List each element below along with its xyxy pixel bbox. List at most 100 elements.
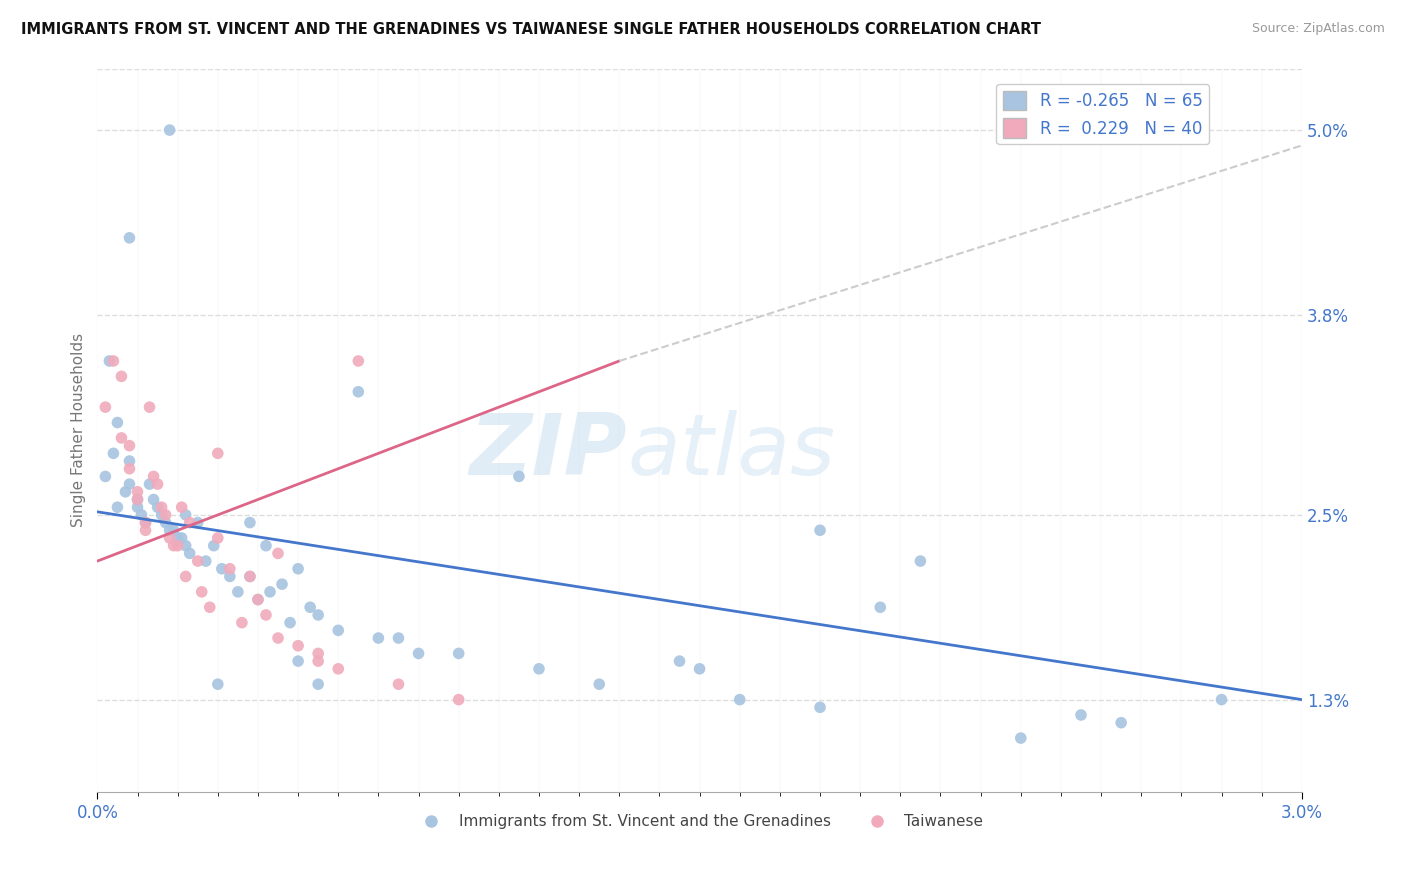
Point [239, 569, 262, 583]
Point [299, 600, 322, 615]
Point [239, 516, 262, 530]
Point [287, 654, 309, 668]
Point [138, 477, 160, 491]
Point [174, 539, 197, 553]
Point [127, 484, 149, 499]
Point [150, 500, 173, 515]
Point [135, 516, 157, 530]
Point [259, 585, 281, 599]
Point [114, 484, 136, 499]
Point [170, 531, 193, 545]
Point [689, 662, 711, 676]
Point [138, 400, 160, 414]
Point [869, 600, 891, 615]
Point [187, 554, 209, 568]
Point [447, 647, 470, 661]
Point [218, 569, 240, 583]
Point [94, 400, 117, 414]
Point [179, 546, 201, 560]
Point [118, 477, 141, 491]
Text: IMMIGRANTS FROM ST. VINCENT AND THE GRENADINES VS TAIWANESE SINGLE FATHER HOUSEH: IMMIGRANTS FROM ST. VINCENT AND THE GREN… [21, 22, 1040, 37]
Point [150, 508, 173, 522]
Point [110, 431, 132, 445]
Point [347, 354, 370, 368]
Point [159, 123, 181, 137]
Point [1070, 708, 1092, 723]
Point [367, 631, 389, 645]
Point [202, 539, 225, 553]
Point [135, 523, 157, 537]
Point [127, 500, 149, 515]
Point [246, 592, 269, 607]
Point [187, 516, 209, 530]
Point [328, 662, 350, 676]
Point [287, 639, 309, 653]
Point [190, 585, 212, 599]
Point [131, 508, 153, 522]
Point [1109, 715, 1132, 730]
Point [254, 607, 277, 622]
Point [267, 546, 290, 560]
Point [103, 446, 125, 460]
Point [174, 508, 197, 522]
Point [254, 539, 277, 553]
Point [118, 461, 141, 475]
Point [1211, 692, 1233, 706]
Point [107, 500, 129, 515]
Point [155, 508, 177, 522]
Point [127, 492, 149, 507]
Point [588, 677, 610, 691]
Point [447, 692, 470, 706]
Point [142, 469, 165, 483]
Point [808, 700, 831, 714]
Point [808, 523, 831, 537]
Point [387, 677, 409, 691]
Text: Source: ZipAtlas.com: Source: ZipAtlas.com [1251, 22, 1385, 36]
Point [118, 454, 141, 468]
Point [162, 523, 184, 537]
Point [1010, 731, 1032, 745]
Point [103, 354, 125, 368]
Point [142, 492, 165, 507]
Point [194, 554, 217, 568]
Text: atlas: atlas [627, 410, 835, 493]
Point [347, 384, 370, 399]
Point [98, 354, 121, 368]
Point [668, 654, 690, 668]
Point [127, 492, 149, 507]
Point [278, 615, 301, 630]
Point [162, 539, 184, 553]
Point [408, 647, 430, 661]
Point [155, 516, 177, 530]
Point [166, 531, 188, 545]
Point [307, 647, 329, 661]
Point [174, 569, 197, 583]
Point [307, 607, 329, 622]
Point [246, 592, 269, 607]
Point [207, 677, 229, 691]
Point [146, 500, 169, 515]
Point [307, 677, 329, 691]
Point [166, 539, 188, 553]
Point [910, 554, 932, 568]
Point [226, 585, 249, 599]
Point [207, 531, 229, 545]
Point [307, 654, 329, 668]
Point [170, 500, 193, 515]
Point [211, 562, 233, 576]
Point [328, 624, 350, 638]
Point [387, 631, 409, 645]
Point [179, 516, 201, 530]
Y-axis label: Single Father Households: Single Father Households [72, 334, 86, 527]
Point [527, 662, 550, 676]
Point [110, 369, 132, 384]
Point [287, 562, 309, 576]
Point [146, 477, 169, 491]
Point [271, 577, 294, 591]
Point [239, 569, 262, 583]
Point [728, 692, 751, 706]
Point [159, 523, 181, 537]
Legend: Immigrants from St. Vincent and the Grenadines, Taiwanese: Immigrants from St. Vincent and the Gren… [411, 808, 990, 835]
Point [118, 231, 141, 245]
Point [508, 469, 530, 483]
